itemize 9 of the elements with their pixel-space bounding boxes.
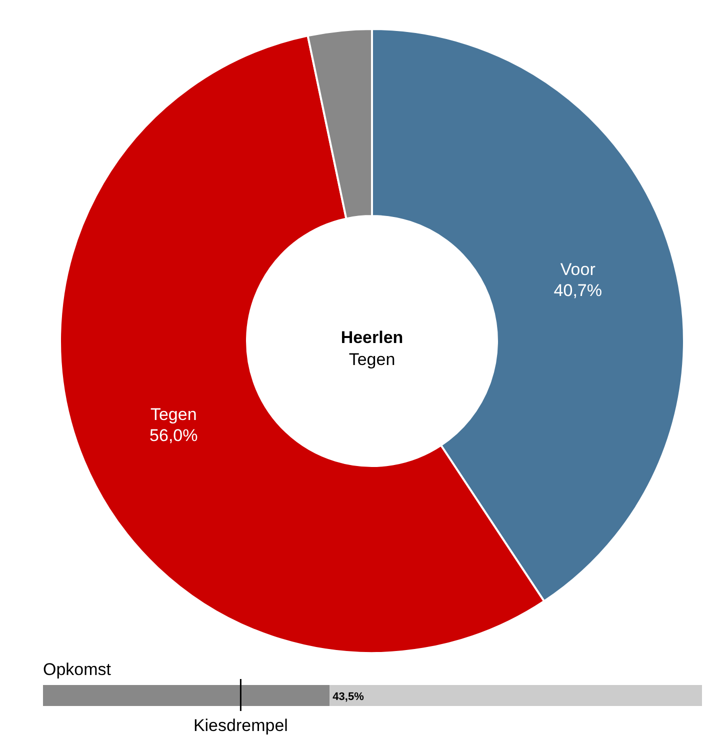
data-label: 40,7% [554, 281, 602, 300]
text: Tegen [348, 350, 396, 369]
slice-label: Voor [560, 260, 596, 280]
text: Heerlen [340, 328, 404, 347]
slice-label: Tegen [150, 404, 197, 424]
data-label: 43,5% [332, 691, 364, 703]
data-label: 56,0% [150, 426, 198, 445]
chart-title: Opkomst [43, 660, 112, 679]
ref-line-label: Kiesdrempel [193, 716, 288, 735]
